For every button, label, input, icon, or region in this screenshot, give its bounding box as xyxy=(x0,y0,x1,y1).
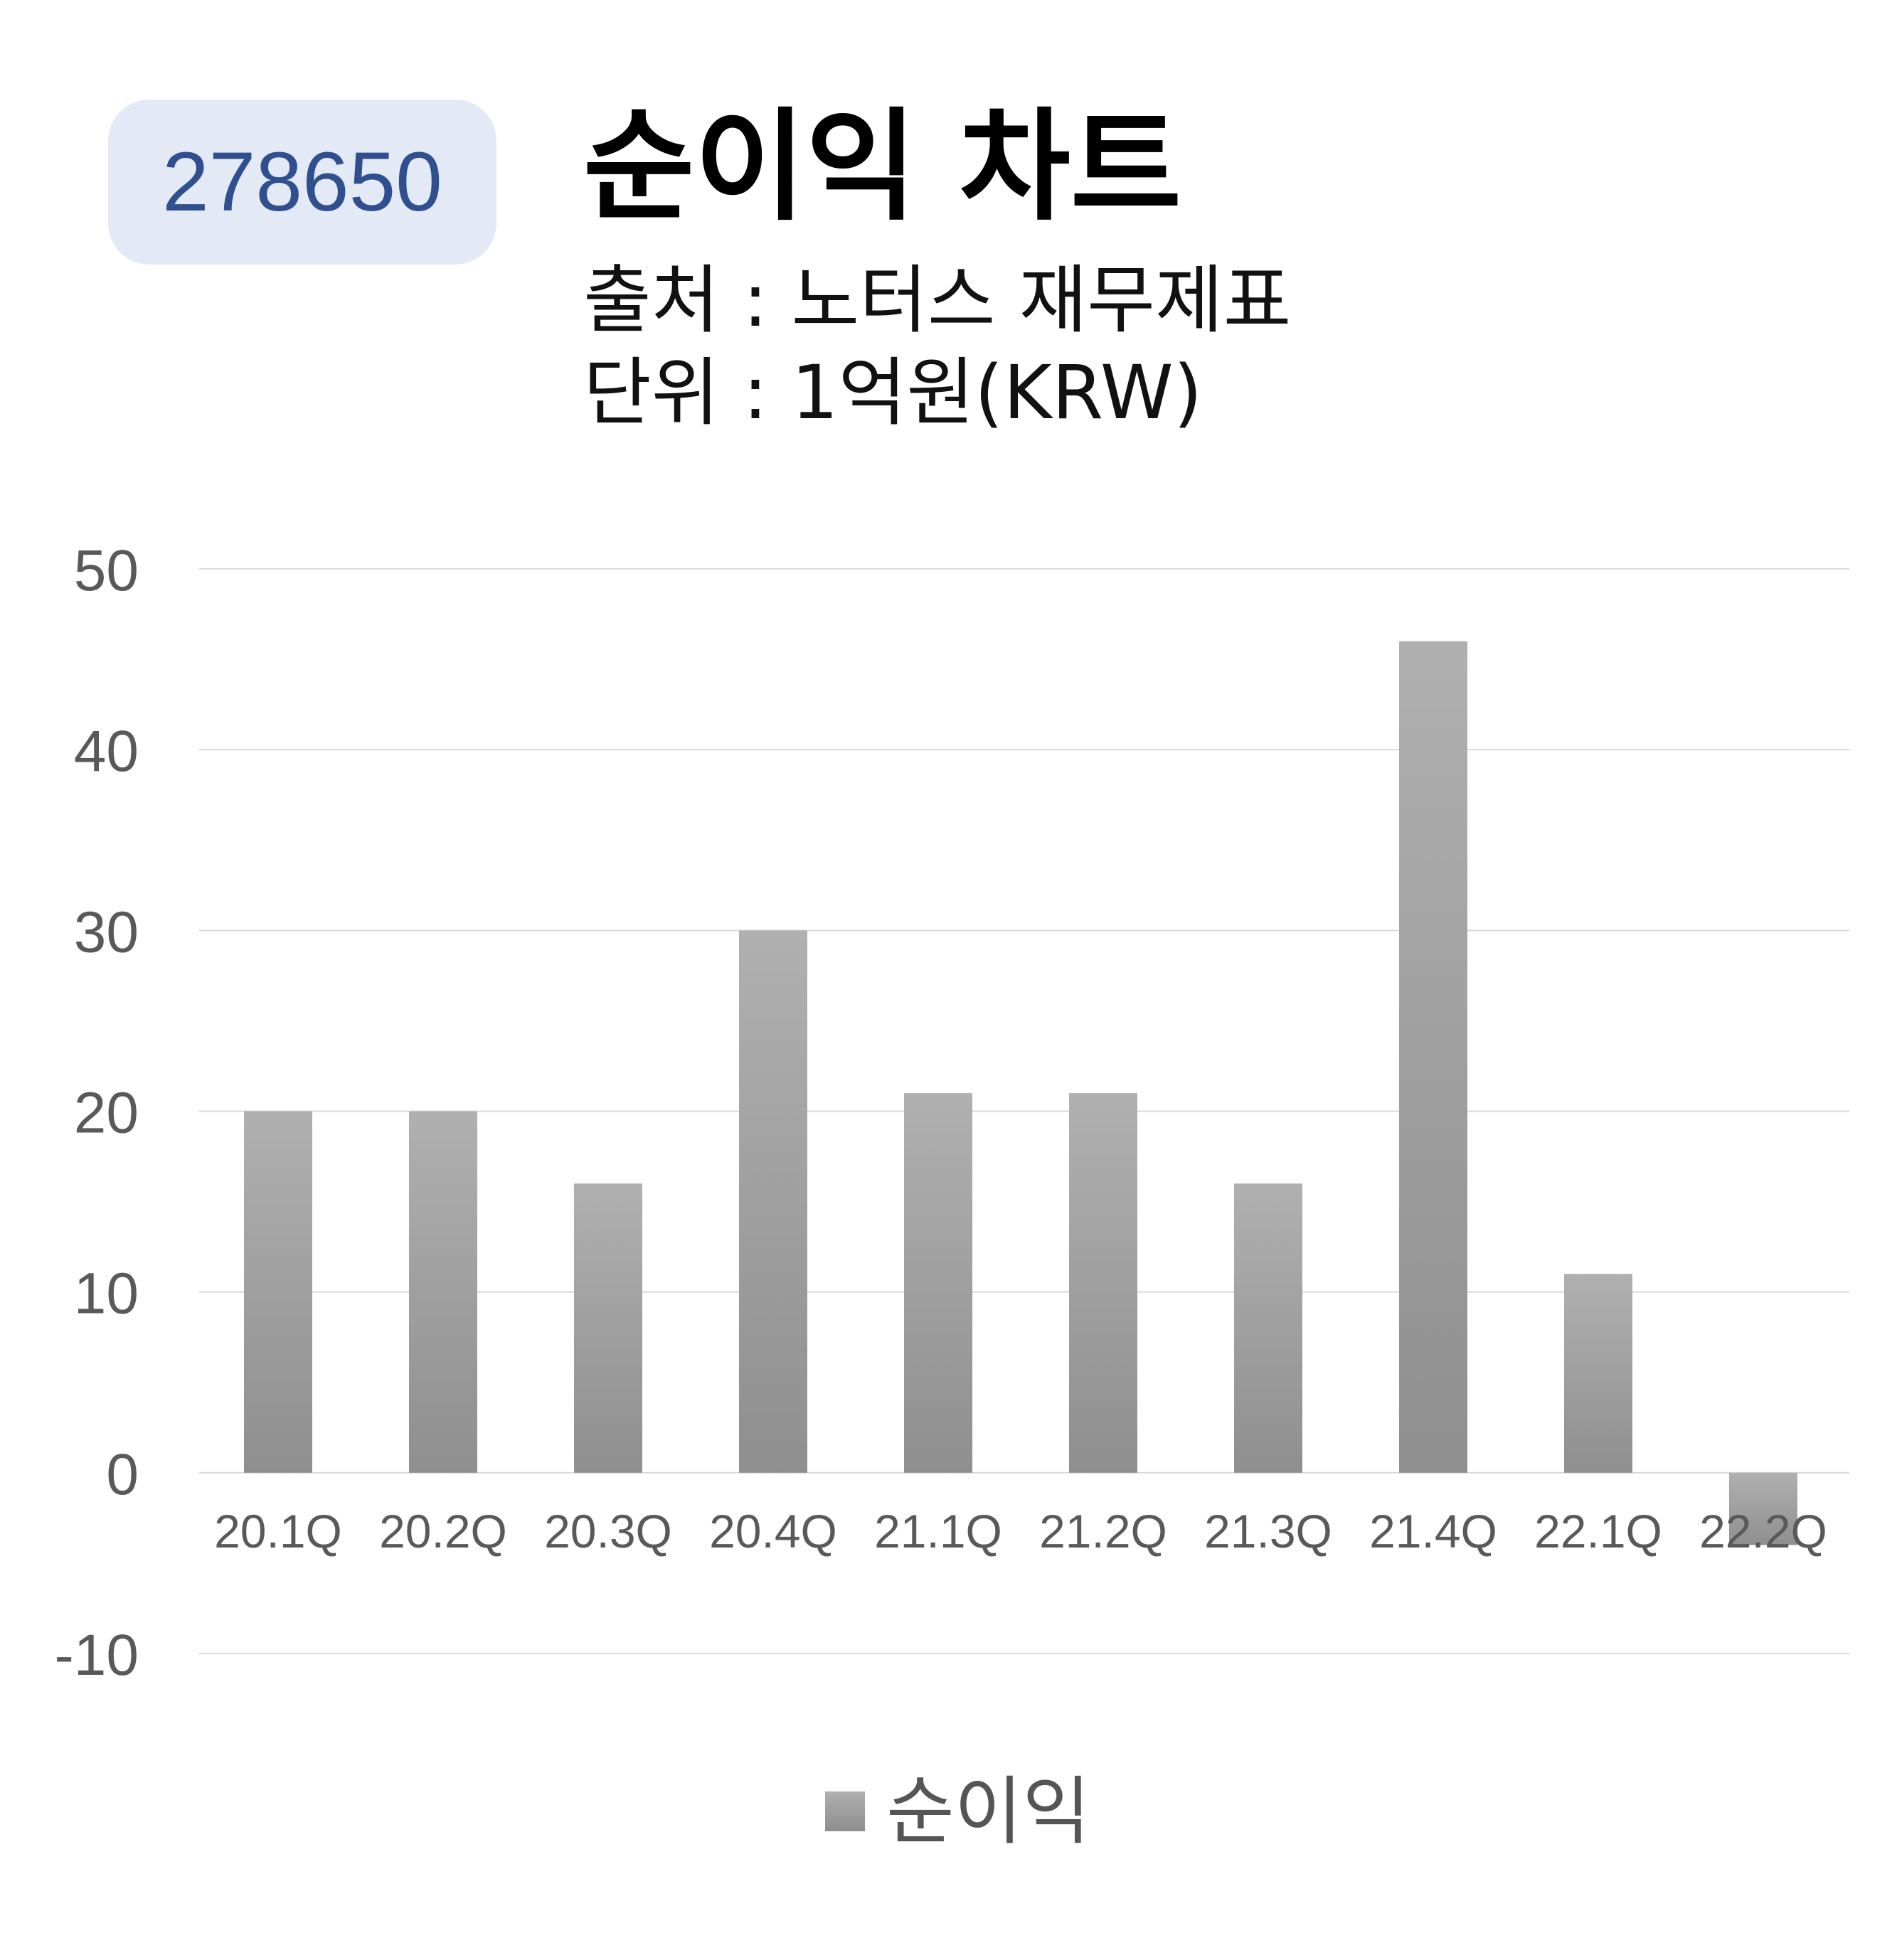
legend-label: 순이익 xyxy=(886,1768,1091,1855)
x-tick-label: 21.4Q xyxy=(1369,1505,1497,1557)
bar-20.3Q xyxy=(574,1183,642,1473)
bar-20.4Q xyxy=(739,930,807,1473)
y-tick-label: -10 xyxy=(54,1623,139,1688)
bar-21.4Q xyxy=(1399,641,1467,1473)
y-tick-label: 30 xyxy=(74,900,139,964)
x-tick-label: 20.1Q xyxy=(214,1505,342,1557)
x-tick-label: 22.1Q xyxy=(1534,1505,1662,1557)
legend-swatch xyxy=(825,1791,865,1831)
unit-label: 단위 : 1억원(KRW) xyxy=(583,349,1203,436)
chart-title: 순이익 차트 xyxy=(583,97,1182,238)
x-tick-label: 20.2Q xyxy=(379,1505,507,1557)
y-tick-label: 50 xyxy=(74,538,139,603)
y-tick-label: 0 xyxy=(106,1442,139,1507)
x-tick-label: 21.3Q xyxy=(1204,1505,1332,1557)
y-tick-label: 20 xyxy=(74,1081,139,1146)
bar-20.1Q xyxy=(244,1111,312,1473)
x-tick-label: 22.2Q xyxy=(1699,1505,1827,1557)
bar-21.2Q xyxy=(1069,1093,1137,1473)
y-tick-label: 10 xyxy=(74,1262,139,1326)
bar-22.2Q xyxy=(1729,1472,1797,1545)
y-tick-label: 40 xyxy=(74,719,139,784)
x-tick-label: 21.2Q xyxy=(1039,1505,1167,1557)
stock-code-badge: 278650 xyxy=(108,100,496,265)
bar-20.2Q xyxy=(409,1111,477,1473)
chart-legend: 순이익 xyxy=(825,1774,1090,1848)
bar-22.1Q xyxy=(1564,1274,1632,1473)
x-tick-label: 20.3Q xyxy=(544,1505,672,1557)
bar-21.1Q xyxy=(904,1093,972,1473)
source-label: 출처 : 노터스 재무제표 xyxy=(583,257,1292,343)
x-tick-label: 21.1Q xyxy=(874,1505,1002,1557)
bar-21.3Q xyxy=(1234,1183,1302,1473)
x-tick-label: 20.4Q xyxy=(709,1505,837,1557)
